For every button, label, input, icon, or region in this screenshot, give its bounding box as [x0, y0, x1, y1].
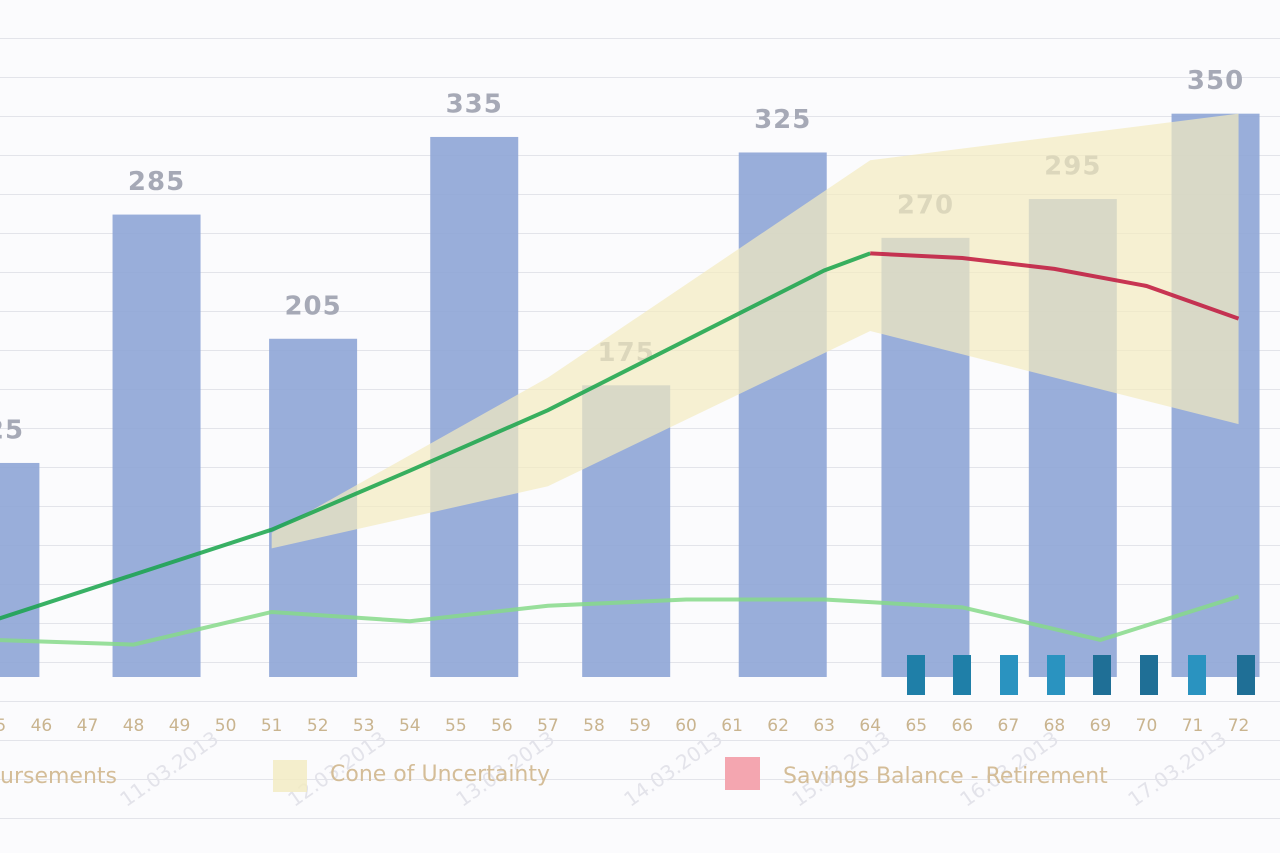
x-tick-label: 65 [905, 716, 927, 736]
x-tick-label: 55 [445, 716, 467, 736]
x-tick-label: 57 [537, 716, 559, 736]
legend-label: Cone of Uncertainty [330, 762, 550, 787]
marker [1093, 655, 1111, 695]
marker [1140, 655, 1158, 695]
markers [907, 655, 1255, 695]
x-tick-label: 45 [0, 716, 6, 736]
x-tick-label: 50 [215, 716, 237, 736]
bar [112, 214, 201, 678]
x-tick-label: 49 [169, 716, 191, 736]
x-tick-label: 59 [629, 716, 651, 736]
date-annotation: 14.03.2013 [619, 726, 727, 811]
value-label: 335 [446, 89, 503, 119]
x-tick-label: 66 [951, 716, 973, 736]
cone-area [271, 113, 1239, 549]
bar [0, 462, 40, 677]
legend-label: ursements [0, 764, 117, 789]
date-annotation: 17.03.2013 [1123, 726, 1231, 811]
x-tick-label: 68 [1044, 716, 1066, 736]
marker [1237, 655, 1255, 695]
marker [1188, 655, 1206, 695]
x-tick-label: 72 [1228, 716, 1250, 736]
legend-swatch [725, 757, 760, 790]
line [0, 251, 871, 621]
value-label: 350 [1187, 66, 1244, 96]
x-tick-label: 61 [721, 716, 743, 736]
value-label: 205 [284, 291, 341, 321]
x-tick-label: 54 [399, 716, 421, 736]
x-tick-label: 62 [767, 716, 789, 736]
x-tick-label: 56 [491, 716, 513, 736]
x-tick-label: 71 [1182, 716, 1204, 736]
x-tick-label: 46 [31, 716, 53, 736]
x-tick-label: 64 [859, 716, 881, 736]
line [870, 251, 1240, 321]
date-annotation: 11.03.2013 [115, 726, 223, 811]
x-tick-label: 48 [123, 716, 145, 736]
x-tick-label: 58 [583, 716, 605, 736]
value-label: 285 [128, 167, 185, 197]
x-tick-label: 47 [77, 716, 99, 736]
line [0, 594, 1240, 647]
x-tick-label: 63 [813, 716, 835, 736]
value-label: 325 [754, 105, 811, 135]
x-tick-label: 53 [353, 716, 375, 736]
marker [1047, 655, 1065, 695]
x-tick-label: 70 [1136, 716, 1158, 736]
legend-label: Savings Balance - Retirement [783, 764, 1108, 789]
x-tick-label: 60 [675, 716, 697, 736]
x-tick-label: 67 [998, 716, 1020, 736]
marker [953, 655, 971, 695]
legend-swatch [273, 760, 307, 792]
x-tick-label: 52 [307, 716, 329, 736]
x-tick-label: 69 [1090, 716, 1112, 736]
value-label: 125 [0, 415, 24, 445]
x-tick-label: 51 [261, 716, 283, 736]
marker [1000, 655, 1018, 695]
marker [907, 655, 925, 695]
